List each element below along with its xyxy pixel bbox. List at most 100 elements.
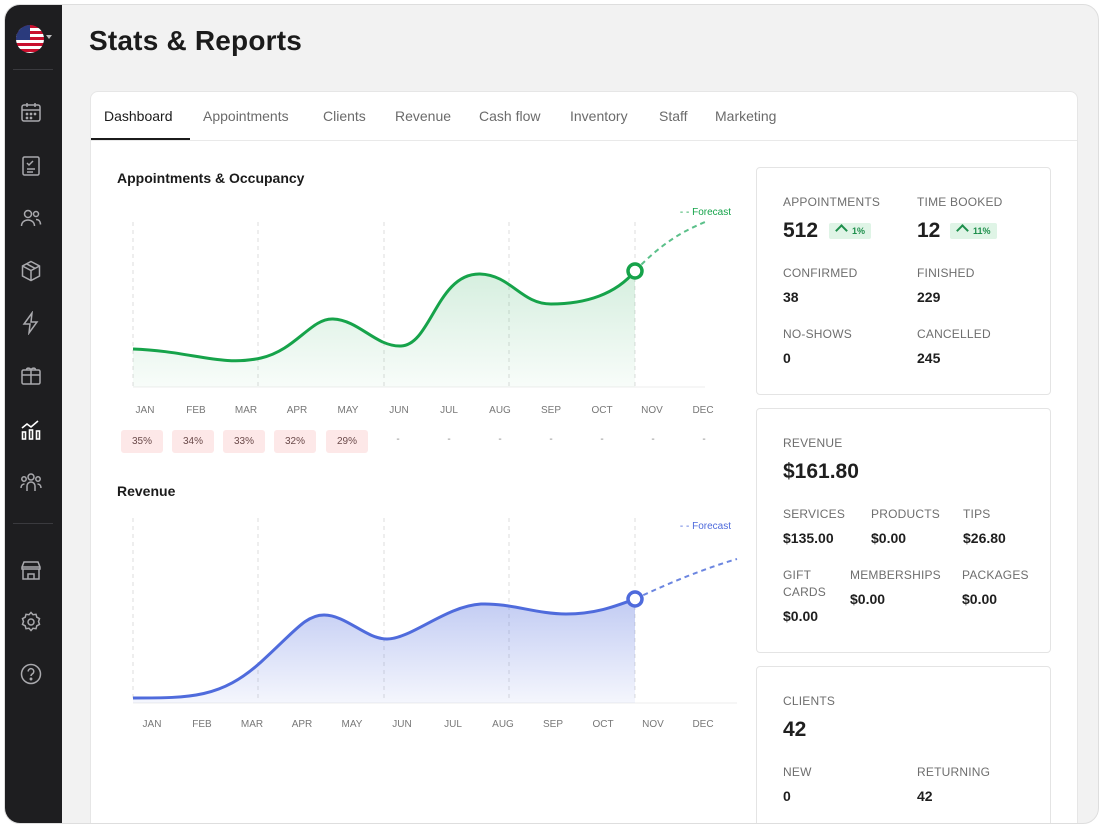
tab-dashboard[interactable]: Dashboard bbox=[104, 108, 173, 124]
packages-label: PACKAGES bbox=[962, 568, 1029, 582]
tips-label: TIPS bbox=[963, 507, 991, 521]
appointments-chart-title: Appointments & Occupancy bbox=[117, 170, 305, 186]
month-label: AUG bbox=[492, 719, 514, 730]
appointments-line bbox=[132, 270, 637, 363]
clients-value: 42 bbox=[783, 718, 807, 741]
calendar-icon[interactable] bbox=[19, 100, 43, 124]
occupancy-badge: 33% bbox=[223, 430, 265, 453]
clients-label: CLIENTS bbox=[783, 694, 836, 708]
revenue-stats-card: REVENUE $161.80 SERVICES $135.00 PRODUCT… bbox=[756, 408, 1051, 653]
memberships-label: MEMBERSHIPS bbox=[850, 568, 941, 582]
month-label: SEP bbox=[541, 405, 561, 416]
month-label: OCT bbox=[591, 405, 612, 416]
tab-inventory[interactable]: Inventory bbox=[570, 108, 628, 124]
returning-clients-label: RETURNING bbox=[917, 765, 991, 779]
revenue-value: $161.80 bbox=[783, 460, 859, 483]
occupancy-empty: - bbox=[600, 434, 604, 445]
revenue-forecast-label: - - Forecast bbox=[680, 521, 731, 532]
revenue-chart-title: Revenue bbox=[117, 483, 176, 499]
tab-staff[interactable]: Staff bbox=[659, 108, 688, 124]
dashboard-card: Dashboard Appointments Clients Revenue C… bbox=[90, 91, 1078, 823]
chevron-down-icon[interactable] bbox=[46, 35, 52, 39]
month-label: JUL bbox=[444, 719, 462, 730]
occupancy-badge: 34% bbox=[172, 430, 214, 453]
appointments-forecast-line bbox=[634, 221, 706, 272]
stats-icon[interactable] bbox=[19, 418, 43, 442]
appointments-occupancy-chart: - - Forecast JAN FEB MAR APR MAY JUN JUL… bbox=[132, 207, 731, 416]
revenue-month-axis: JAN FEB MAR APR MAY JUN JUL AUG SEP OCT … bbox=[143, 719, 714, 730]
revenue-forecast-line bbox=[634, 558, 738, 600]
appointments-label: APPOINTMENTS bbox=[783, 195, 881, 209]
new-clients-label: NEW bbox=[783, 765, 812, 779]
revenue-chart: - - Forecast JAN FEB MAR APR MAY JUN JUL… bbox=[132, 518, 738, 730]
appointments-current-point[interactable] bbox=[626, 262, 644, 280]
appointments-area bbox=[133, 271, 635, 387]
gear-icon[interactable] bbox=[19, 610, 43, 634]
lightning-icon[interactable] bbox=[19, 311, 43, 335]
occupancy-empty: - bbox=[498, 434, 502, 445]
checklist-icon[interactable] bbox=[19, 154, 43, 178]
month-label: JUN bbox=[389, 405, 408, 416]
revenue-label: REVENUE bbox=[783, 436, 843, 450]
tab-cash-flow[interactable]: Cash flow bbox=[479, 108, 541, 124]
month-label: APR bbox=[287, 405, 308, 416]
cancelled-label: CANCELLED bbox=[917, 327, 991, 341]
tab-revenue[interactable]: Revenue bbox=[395, 108, 452, 124]
appointments-month-axis: JAN FEB MAR APR MAY JUN JUL AUG SEP OCT … bbox=[136, 405, 714, 416]
month-label: DEC bbox=[692, 405, 713, 416]
month-label: APR bbox=[292, 719, 313, 730]
month-label: DEC bbox=[692, 719, 713, 730]
tab-marketing[interactable]: Marketing bbox=[715, 108, 777, 124]
confirmed-label: CONFIRMED bbox=[783, 266, 858, 280]
tab-clients[interactable]: Clients bbox=[323, 108, 366, 124]
products-label: PRODUCTS bbox=[871, 507, 940, 521]
clients-stats-card: CLIENTS 42 NEW 0 RETURNING 42 bbox=[756, 666, 1051, 823]
arrow-up-icon bbox=[956, 224, 969, 237]
month-label: NOV bbox=[641, 405, 663, 416]
sidebar-divider bbox=[13, 523, 53, 524]
confirmed-value: 38 bbox=[783, 289, 799, 305]
active-tab-indicator bbox=[91, 138, 190, 140]
tab-bar: Dashboard Appointments Clients Revenue C… bbox=[91, 92, 1077, 141]
month-label: MAR bbox=[241, 719, 263, 730]
month-label: JAN bbox=[143, 719, 162, 730]
cancelled-value: 245 bbox=[917, 350, 941, 366]
revenue-current-point[interactable] bbox=[626, 590, 644, 608]
products-value: $0.00 bbox=[871, 530, 907, 546]
occupancy-empty: - bbox=[651, 434, 655, 445]
occupancy-empty: - bbox=[549, 434, 553, 445]
gift-cards-value: $0.00 bbox=[783, 608, 819, 624]
month-label: FEB bbox=[192, 719, 212, 730]
month-label: AUG bbox=[489, 405, 511, 416]
noshows-value: 0 bbox=[783, 350, 791, 366]
page-title: Stats & Reports bbox=[89, 25, 303, 56]
appointments-change-badge: 1% bbox=[829, 223, 872, 239]
time-booked-value: 12 bbox=[917, 219, 941, 242]
month-label: MAR bbox=[235, 405, 257, 416]
app-frame: Stats & Reports Dashboard Appointments C… bbox=[4, 4, 1099, 824]
time-booked-change-badge: 11% bbox=[950, 223, 997, 239]
new-clients-value: 0 bbox=[783, 788, 791, 804]
appointments-forecast-label: - - Forecast bbox=[680, 207, 731, 218]
month-label: SEP bbox=[543, 719, 563, 730]
month-label: MAY bbox=[342, 719, 363, 730]
finished-value: 229 bbox=[917, 289, 941, 305]
package-icon[interactable] bbox=[19, 259, 43, 283]
month-label: JUN bbox=[392, 719, 411, 730]
appointments-value: 512 bbox=[783, 219, 819, 242]
noshows-label: NO-SHOWS bbox=[783, 327, 852, 341]
month-label: MAY bbox=[338, 405, 359, 416]
time-booked-label: TIME BOOKED bbox=[917, 195, 1003, 209]
occupancy-empty: - bbox=[447, 434, 451, 445]
us-flag-icon[interactable] bbox=[16, 25, 44, 53]
returning-clients-value: 42 bbox=[917, 788, 933, 804]
tips-value: $26.80 bbox=[963, 530, 1006, 546]
help-icon[interactable] bbox=[19, 662, 43, 686]
gift-card-icon[interactable] bbox=[19, 364, 43, 388]
team-icon[interactable] bbox=[19, 470, 43, 494]
tab-appointments[interactable]: Appointments bbox=[203, 108, 289, 124]
sidebar-divider bbox=[13, 69, 53, 70]
clients-icon[interactable] bbox=[19, 206, 43, 230]
finished-label: FINISHED bbox=[917, 266, 975, 280]
store-icon[interactable] bbox=[19, 558, 43, 582]
